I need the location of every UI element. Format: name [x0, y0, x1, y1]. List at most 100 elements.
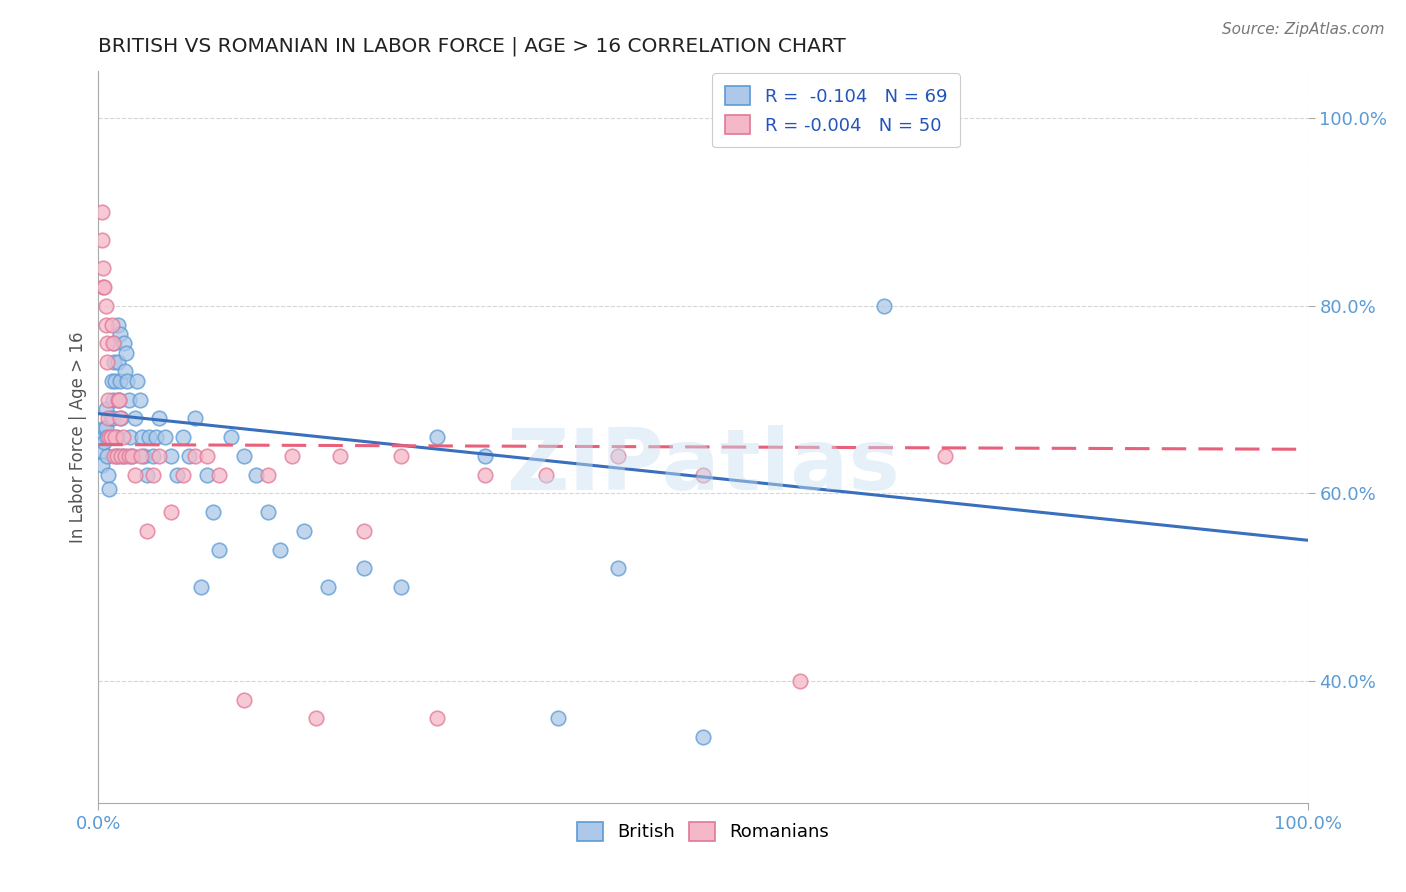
Point: [232, 449, 254, 463]
Point: [221, 430, 243, 444]
Point: [105, 430, 128, 444]
Point: [281, 449, 304, 463]
Point: [195, 467, 218, 482]
Point: [93, 420, 115, 434]
Point: [692, 730, 714, 744]
Point: [112, 336, 135, 351]
Point: [305, 711, 328, 725]
Point: [353, 524, 375, 538]
Point: [127, 374, 149, 388]
Point: [91, 205, 114, 219]
Legend: British, Romanians: British, Romanians: [569, 814, 837, 848]
Point: [96, 449, 118, 463]
Point: [172, 430, 194, 444]
Point: [474, 449, 496, 463]
Point: [316, 580, 339, 594]
Point: [93, 280, 115, 294]
Point: [789, 673, 811, 688]
Point: [91, 444, 114, 458]
Point: [547, 711, 569, 725]
Point: [100, 411, 122, 425]
Point: [269, 542, 291, 557]
Point: [111, 449, 134, 463]
Point: [103, 336, 125, 351]
Point: [104, 374, 127, 388]
Point: [124, 411, 146, 425]
Point: [117, 374, 139, 388]
Point: [534, 467, 557, 482]
Point: [105, 449, 128, 463]
Point: [115, 345, 138, 359]
Point: [142, 449, 165, 463]
Point: [148, 411, 170, 425]
Point: [292, 524, 315, 538]
Point: [96, 336, 118, 351]
Point: [426, 711, 449, 725]
Point: [873, 299, 896, 313]
Point: [190, 580, 212, 594]
Point: [108, 326, 131, 341]
Point: [108, 392, 131, 407]
Point: [184, 449, 207, 463]
Point: [172, 467, 194, 482]
Point: [692, 467, 714, 482]
Point: [94, 318, 117, 332]
Point: [97, 411, 120, 425]
Point: [160, 505, 183, 519]
Point: [607, 449, 630, 463]
Point: [101, 392, 124, 407]
Point: [91, 233, 114, 247]
Point: [134, 449, 156, 463]
Point: [426, 430, 449, 444]
Point: [97, 467, 120, 482]
Point: [131, 430, 153, 444]
Y-axis label: In Labor Force | Age > 16: In Labor Force | Age > 16: [69, 331, 87, 543]
Point: [104, 430, 127, 444]
Point: [118, 449, 141, 463]
Point: [91, 261, 114, 276]
Point: [124, 467, 146, 482]
Point: [111, 430, 134, 444]
Point: [121, 449, 143, 463]
Point: [934, 449, 956, 463]
Point: [91, 458, 114, 473]
Point: [107, 355, 129, 369]
Point: [114, 364, 136, 378]
Point: [607, 561, 630, 575]
Point: [107, 392, 129, 407]
Text: ZIPatlas: ZIPatlas: [506, 425, 900, 508]
Point: [105, 449, 128, 463]
Point: [108, 392, 131, 407]
Point: [108, 374, 131, 388]
Point: [138, 430, 160, 444]
Point: [389, 449, 412, 463]
Point: [142, 467, 165, 482]
Point: [153, 430, 176, 444]
Point: [110, 449, 132, 463]
Point: [160, 449, 183, 463]
Point: [93, 434, 115, 449]
Point: [121, 449, 143, 463]
Point: [94, 299, 117, 313]
Point: [97, 392, 120, 407]
Point: [96, 430, 118, 444]
Point: [129, 449, 152, 463]
Point: [96, 355, 118, 369]
Point: [148, 449, 170, 463]
Point: [256, 467, 278, 482]
Point: [100, 318, 122, 332]
Point: [135, 467, 157, 482]
Point: [208, 467, 231, 482]
Text: Source: ZipAtlas.com: Source: ZipAtlas.com: [1222, 22, 1385, 37]
Point: [256, 505, 278, 519]
Point: [353, 561, 375, 575]
Point: [100, 430, 122, 444]
Point: [110, 411, 132, 425]
Point: [107, 318, 129, 332]
Point: [103, 355, 125, 369]
Point: [389, 580, 412, 594]
Point: [118, 392, 141, 407]
Point: [118, 430, 141, 444]
Point: [195, 449, 218, 463]
Point: [232, 692, 254, 706]
